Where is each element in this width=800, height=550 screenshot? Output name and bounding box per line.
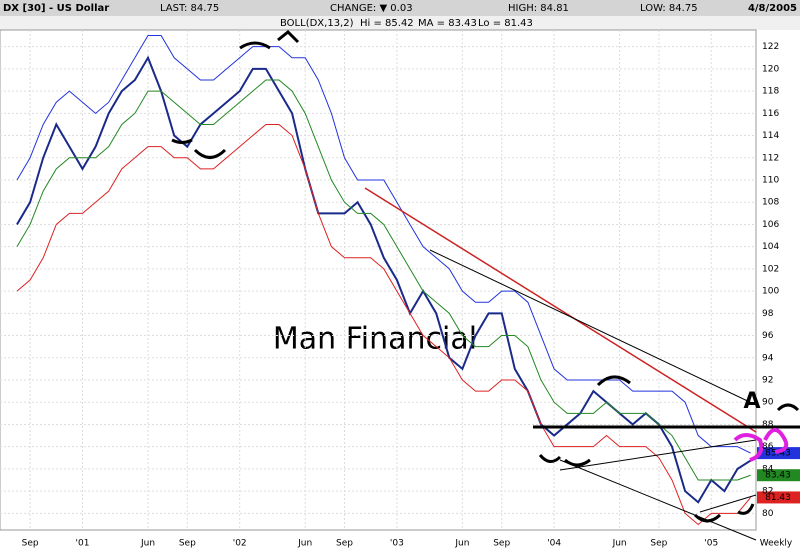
y-tick-label: 94	[762, 353, 774, 363]
x-tick-label: '01	[76, 539, 90, 549]
legend-bar	[0, 16, 800, 30]
y-tick-label: 82	[762, 487, 773, 497]
indicator-name: BOLL(DX,13,2)	[280, 18, 354, 29]
y-tick-label: 98	[762, 309, 774, 319]
high: HIGH: 84.81	[508, 3, 569, 14]
x-tick-label: Jun	[140, 539, 155, 549]
trendline	[429, 249, 757, 406]
y-tick-label: 104	[762, 242, 779, 252]
x-tick-label: Jun	[297, 539, 312, 549]
x-tick-label: Sep	[179, 539, 196, 549]
x-tick-label: Sep	[650, 539, 667, 549]
indicator-lo: Lo = 81.43	[478, 18, 533, 29]
series-line	[16, 55, 752, 504]
trendline	[559, 459, 757, 541]
value-box	[757, 491, 800, 504]
y-tick-label: 102	[762, 264, 779, 274]
trendline	[699, 494, 757, 513]
header-bar	[0, 0, 800, 16]
x-tick-label: '04	[547, 539, 561, 549]
indicator-hi: Hi = 85.42	[360, 18, 414, 29]
y-tick-label: 86	[762, 442, 774, 452]
x-tick-label: Jun	[612, 539, 627, 549]
y-tick-label: 88	[762, 420, 774, 430]
x-tick-label: Sep	[22, 539, 39, 549]
series-line	[16, 79, 751, 481]
y-tick-label: 120	[762, 64, 779, 74]
x-tick-label: '03	[390, 539, 404, 549]
symbol: DX [30] - US Dollar	[3, 3, 109, 14]
y-tick-label: 114	[762, 131, 779, 141]
x-tick-label: Jun	[454, 539, 469, 549]
annotation: A	[743, 389, 760, 414]
value-label: 81.43	[765, 493, 791, 503]
series-line	[16, 35, 751, 454]
value-label: 83.43	[765, 471, 791, 481]
series-line	[16, 123, 751, 526]
trendline	[364, 187, 757, 433]
x-tick-label: Sep	[493, 539, 510, 549]
value-label: 85.43	[765, 449, 791, 459]
y-tick-label: 106	[762, 220, 779, 230]
y-tick-label: 116	[762, 109, 779, 119]
change: CHANGE: ▼ 0.03	[330, 3, 413, 14]
low: LOW: 84.75	[640, 3, 698, 14]
trendline	[559, 439, 757, 471]
y-tick-label: 108	[762, 198, 779, 208]
x-tick-label: '02	[233, 539, 247, 549]
hand-annotation	[733, 428, 789, 462]
y-tick-label: 100	[762, 287, 779, 297]
y-tick-label: 80	[762, 509, 774, 519]
y-tick-label: 112	[762, 153, 779, 163]
last: LAST: 84.75	[160, 3, 219, 14]
y-tick-label: 122	[762, 42, 779, 52]
y-tick-label: 92	[762, 376, 773, 386]
indicator-ma: MA = 83.43	[418, 18, 477, 29]
hand-annotation	[171, 29, 800, 523]
x-tick-label: '05	[704, 539, 718, 549]
y-tick-label: 96	[762, 331, 774, 341]
value-box	[757, 469, 800, 482]
y-tick-label: 110	[762, 176, 779, 186]
period-label: Weekly	[760, 539, 793, 549]
date: 4/8/2005	[748, 3, 797, 14]
y-tick-label: 90	[762, 398, 774, 408]
trendlines: A	[171, 29, 800, 541]
y-tick-label: 118	[762, 87, 779, 97]
x-tick-label: Sep	[336, 539, 353, 549]
y-tick-label: 84	[762, 464, 774, 474]
